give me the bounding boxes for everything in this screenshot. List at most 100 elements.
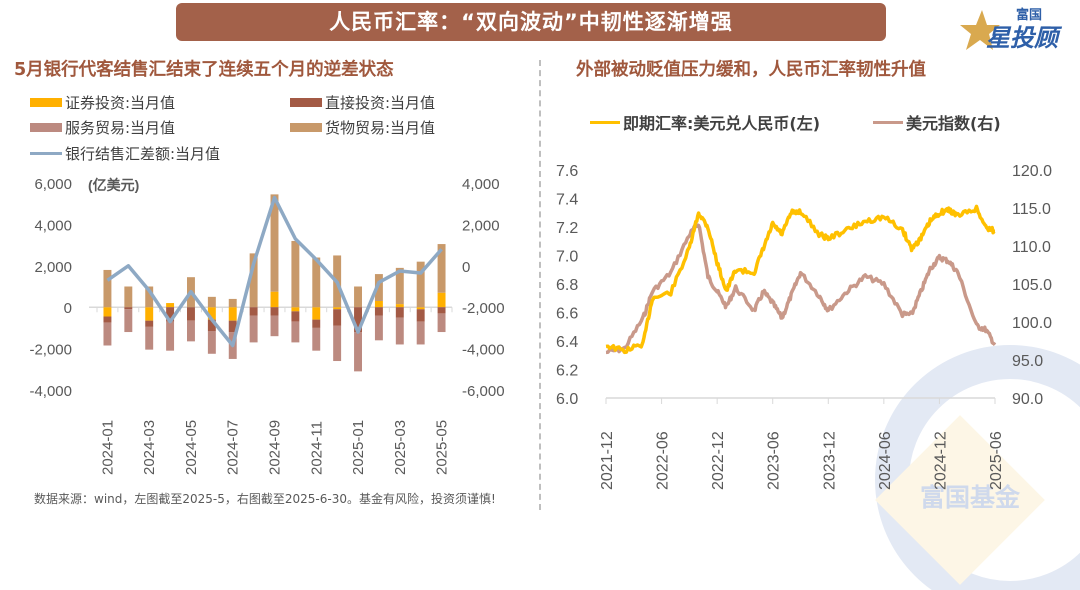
bar-fdi — [312, 319, 321, 328]
line-usdcny-spot — [605, 204, 996, 355]
bar-goods — [395, 267, 404, 305]
x-tick-label: 2023-12 — [821, 431, 838, 490]
bar-services — [437, 313, 446, 333]
bar-services — [207, 331, 216, 354]
left-axis-tick-label: 6.4 — [556, 334, 578, 351]
x-tick-label: 2025-03 — [392, 420, 409, 475]
bar-goods — [270, 194, 279, 292]
bar-services — [291, 321, 300, 343]
bar-fdi — [354, 307, 362, 333]
right-axis-tick-label: -2,000 — [462, 300, 505, 317]
bar-fdi — [103, 316, 112, 323]
left-axis-tick-label: 7.4 — [556, 192, 578, 209]
bar-securities — [374, 300, 383, 308]
x-tick-label: 2024-06 — [877, 431, 894, 490]
right-chart: 7.6 7.4 7.2 7.0 6.8 6.6 6.4 6.2 6.0 120.0 115.0 110… — [556, 163, 1052, 490]
logo-main-text: 星投顾 — [986, 24, 1058, 52]
legend-label: 直接投资:当月值 — [325, 94, 436, 112]
x-tick-label: 2025-01 — [350, 420, 367, 475]
x-tick-label: 2024-05 — [183, 420, 200, 475]
line-dollar-index — [605, 223, 997, 355]
x-tick-label: 2025-05 — [434, 420, 451, 475]
bar-goods — [249, 253, 258, 308]
bar-services — [354, 332, 362, 372]
bar-fdi — [249, 307, 258, 316]
bar-goods — [416, 261, 425, 308]
legend-swatch-securities — [30, 98, 62, 107]
bar-goods — [228, 298, 237, 308]
unit-label: (亿美元) — [88, 177, 139, 193]
bar-services — [187, 320, 195, 342]
right-axis-tick-label: 100.0 — [1012, 315, 1052, 332]
x-tick-label: 2021-12 — [599, 431, 616, 490]
left-axis-tick-label: 6.2 — [556, 363, 578, 380]
line-bank-fx-balance — [106, 195, 443, 348]
legend-fdi: 直接投资:当月值 — [290, 92, 435, 113]
legend-swatch-usdcny — [590, 120, 620, 124]
bar-securities — [270, 291, 279, 308]
bar-services — [166, 321, 175, 351]
logo-top-text: 富国 — [1016, 8, 1043, 23]
legend-usdcny: 即期汇率:美元兑人民币(左) — [590, 110, 820, 134]
legend-label: 货物贸易:当月值 — [325, 119, 436, 137]
right-axis-tick-label: 90.0 — [1012, 391, 1043, 408]
left-axis-tick-label: 6.0 — [556, 391, 578, 408]
bar-fdi — [145, 320, 154, 327]
bar-fdi — [187, 307, 195, 321]
bar-goods — [312, 257, 321, 308]
left-axis-tick-label: 7.2 — [556, 220, 578, 237]
bar-fdi — [437, 307, 446, 314]
panel-divider — [539, 60, 541, 510]
bar-securities — [207, 307, 216, 320]
legend-swatch-fdi — [290, 98, 322, 107]
left-axis-tick-label: 7.0 — [556, 249, 578, 266]
left-chart-subtitle: 5月银行代客结售汇结束了连续五个月的逆差状态 — [14, 60, 394, 80]
x-tick-label: 2024-09 — [267, 420, 284, 475]
bar-services — [395, 317, 404, 345]
right-chart-subtitle: 外部被动贬值压力缓和，人民币汇率韧性升值 — [576, 60, 926, 80]
left-axis-tick-label: 0 — [64, 300, 72, 317]
bar-securities — [103, 307, 112, 317]
bar-fdi — [333, 309, 342, 326]
bar-securities — [166, 303, 175, 308]
bar-services — [270, 315, 279, 337]
star-icon — [960, 10, 1000, 50]
x-tick-label: 2024-11 — [308, 421, 325, 475]
left-axis-tick-label: -2,000 — [29, 342, 72, 359]
left-chart: 6,000 4,000 2,000 0 -2,000 -4,000 4,000 2,000 0 -… — [29, 176, 505, 475]
bar-securities — [333, 307, 342, 310]
page-title-banner: 人民币汇率：“双向波动”中韧性逐渐增强 — [176, 3, 886, 41]
right-axis-tick-label: 0 — [462, 259, 470, 276]
bar-fdi — [124, 307, 133, 310]
left-axis-tick-label: 6,000 — [34, 176, 72, 193]
brand-logo: 富国 星投顾 — [960, 2, 1070, 52]
x-tick-label: 2023-06 — [766, 431, 783, 490]
left-axis-tick-label: 6.8 — [556, 277, 578, 294]
x-tick-label: 2024-01 — [99, 420, 116, 475]
bar-securities — [416, 307, 425, 310]
bar-services — [312, 327, 321, 351]
right-axis-tick-label: 110.0 — [1012, 239, 1051, 256]
bar-goods — [103, 269, 112, 308]
right-axis-tick-label: 2,000 — [462, 217, 500, 234]
bar-fdi — [416, 309, 425, 322]
bar-goods — [291, 240, 300, 308]
legend-swatch-goods — [290, 123, 322, 132]
left-axis-tick-label: 2,000 — [34, 259, 72, 276]
bar-securities — [145, 307, 154, 321]
bar-securities — [395, 304, 404, 308]
bar-services — [416, 321, 425, 345]
bar-goods — [374, 274, 383, 301]
bar-securities — [312, 307, 321, 320]
bar-services — [333, 325, 342, 362]
right-axis-tick-label: 120.0 — [1012, 163, 1052, 180]
legend-label: 证券投资:当月值 — [65, 94, 176, 112]
left-axis-tick-label: 7.6 — [556, 163, 578, 180]
bar-securities — [291, 307, 300, 312]
legend-swatch-dxy — [873, 120, 903, 124]
legend-swatch-services — [30, 123, 62, 132]
legend-services: 服务贸易:当月值 — [30, 117, 175, 138]
left-axis-tick-label: -4,000 — [29, 383, 72, 400]
right-axis-tick-label: 4,000 — [462, 176, 500, 193]
bar-securities — [437, 292, 446, 308]
